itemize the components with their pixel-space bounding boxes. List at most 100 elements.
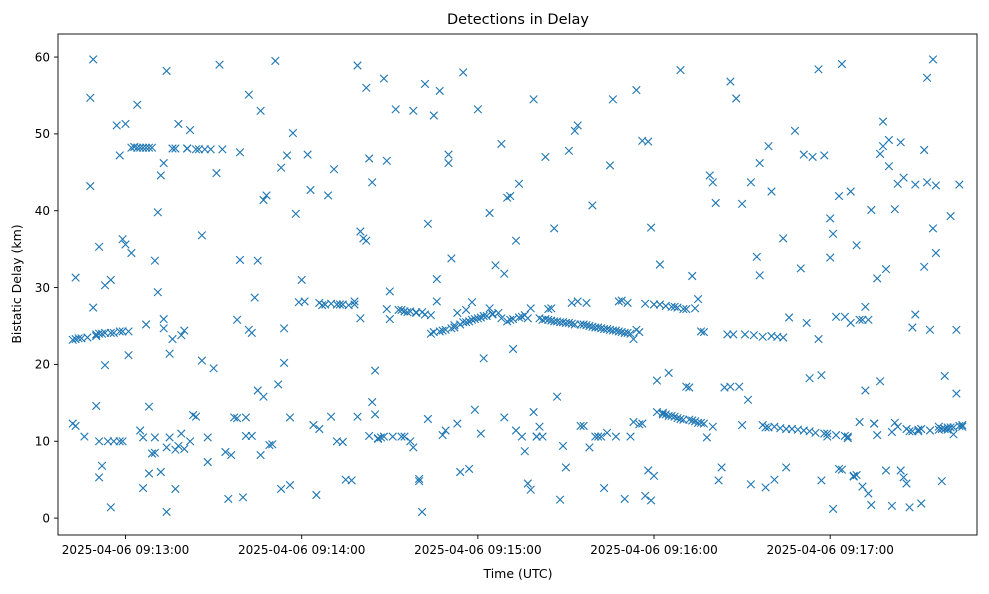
data-point <box>276 163 286 172</box>
data-point <box>523 314 532 323</box>
data-point <box>94 473 104 482</box>
data-point <box>476 429 485 438</box>
data-point <box>655 260 665 269</box>
y-axis-ticks: 0 10 20 30 40 50 60 <box>35 50 58 525</box>
data-point <box>156 467 165 477</box>
data-point <box>370 410 380 419</box>
data-point <box>479 311 488 321</box>
data-point <box>171 144 180 153</box>
data-point <box>141 143 151 152</box>
data-point <box>635 420 644 429</box>
data-point <box>864 489 873 498</box>
data-point <box>232 315 242 324</box>
data-point <box>649 471 659 480</box>
data-point <box>450 323 459 332</box>
data-point <box>153 208 162 217</box>
data-point <box>646 496 656 505</box>
data-point <box>332 300 342 309</box>
data-point <box>641 299 650 308</box>
y-tick-label: 50 <box>35 127 50 141</box>
data-point <box>799 150 808 159</box>
data-point <box>702 433 712 442</box>
data-point <box>86 93 95 102</box>
data-point <box>106 275 115 285</box>
data-point <box>370 366 380 375</box>
data-point <box>162 443 171 452</box>
data-point <box>705 171 714 180</box>
data-point <box>391 105 400 114</box>
data-point <box>852 241 861 250</box>
data-point <box>185 125 195 135</box>
data-points <box>68 55 967 517</box>
data-point <box>144 402 154 411</box>
data-point <box>834 464 844 474</box>
data-point <box>925 325 935 334</box>
data-point <box>755 271 764 280</box>
data-point <box>115 327 124 336</box>
data-point <box>362 236 371 245</box>
data-point <box>831 312 841 321</box>
data-point <box>737 420 747 430</box>
data-point <box>382 304 391 314</box>
data-point <box>784 313 794 322</box>
data-point <box>89 303 98 312</box>
data-point <box>74 334 83 343</box>
data-point <box>115 151 124 160</box>
data-point <box>858 482 867 491</box>
data-point <box>494 308 503 318</box>
data-point <box>206 145 215 154</box>
data-point <box>761 483 770 492</box>
data-point <box>279 358 289 368</box>
data-point <box>541 152 550 162</box>
data-point <box>282 151 292 160</box>
data-point <box>544 304 553 314</box>
data-point <box>315 424 324 434</box>
data-point <box>353 61 362 70</box>
data-point <box>855 315 864 324</box>
data-point <box>726 382 735 391</box>
data-point <box>406 437 415 446</box>
data-point <box>890 205 899 214</box>
data-point <box>826 214 835 223</box>
data-point <box>297 275 306 285</box>
data-point <box>911 180 920 189</box>
data-point <box>197 356 207 365</box>
data-point <box>365 154 374 163</box>
data-point <box>500 269 509 278</box>
data-point <box>594 432 603 441</box>
data-point <box>864 315 873 324</box>
data-point <box>723 330 732 339</box>
data-point <box>191 145 201 154</box>
data-point <box>940 371 949 381</box>
data-point <box>690 304 700 313</box>
data-point <box>159 324 168 333</box>
data-point <box>423 414 433 424</box>
data-point <box>649 300 659 309</box>
data-point <box>831 430 841 440</box>
data-point <box>617 296 626 305</box>
data-point <box>356 314 365 323</box>
data-point <box>582 298 591 308</box>
y-tick-label: 60 <box>35 50 50 64</box>
data-point <box>403 308 412 317</box>
data-point <box>159 158 168 168</box>
data-point <box>917 499 926 508</box>
data-point <box>285 480 295 490</box>
data-point <box>899 473 908 482</box>
data-point <box>109 437 118 446</box>
data-point <box>86 181 95 191</box>
data-point <box>914 425 923 434</box>
data-point <box>611 432 621 441</box>
data-point <box>878 117 888 126</box>
data-point <box>247 431 256 441</box>
data-point <box>215 60 224 69</box>
data-point <box>526 485 535 494</box>
data-point <box>250 293 259 302</box>
data-point <box>623 298 632 308</box>
data-point <box>426 311 436 320</box>
data-point <box>309 420 318 430</box>
data-point <box>420 79 430 89</box>
data-point <box>227 450 236 460</box>
data-point <box>103 437 113 446</box>
data-point <box>194 145 204 154</box>
